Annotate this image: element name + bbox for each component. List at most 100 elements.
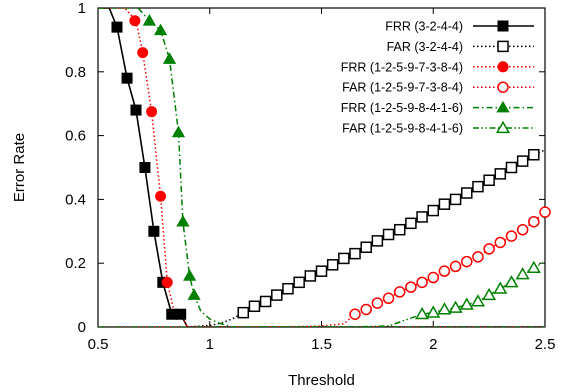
axis-ticks: 0.5 1 1.5 2 2.5 0 0.2 0.4 0.6 0.8 1 [65, 0, 555, 353]
series-4-marker [528, 215, 540, 228]
series-2-marker [259, 295, 272, 308]
series-2-marker [237, 306, 250, 319]
series-3-marker [155, 190, 167, 202]
series-1-marker [121, 72, 133, 84]
series-2-marker [304, 270, 317, 282]
x-tick-label: 0.5 [88, 336, 109, 353]
legend-marker-1 [497, 20, 509, 32]
series-5-marker [171, 125, 186, 138]
series-1-marker [148, 225, 160, 237]
series-6-marker [482, 287, 497, 301]
series-4-marker [449, 260, 462, 273]
series-6-marker [470, 294, 485, 307]
series-5-marker [176, 214, 190, 227]
series-line-5 [98, 8, 545, 327]
y-tick-label: 0.2 [65, 255, 86, 272]
legend-label: FAR (3-2-4-4) [387, 40, 463, 54]
series-2-marker [528, 148, 540, 161]
series-1-marker [130, 104, 142, 116]
series-3-marker [129, 15, 141, 27]
legend-label: FRR (1-2-5-9-7-3-8-4) [341, 60, 463, 74]
series-2-marker [494, 168, 507, 180]
series-4-marker [371, 297, 384, 309]
legend-background [300, 16, 538, 142]
series-1-marker [111, 21, 123, 33]
series-4-marker [405, 281, 417, 293]
series-4-marker [416, 276, 428, 289]
series-6-marker [526, 260, 541, 274]
series-2-marker [282, 282, 294, 295]
series-4-marker [349, 308, 361, 320]
series-3-marker [161, 276, 173, 288]
x-tick-label: 2 [429, 336, 437, 353]
series-2-marker [438, 198, 451, 210]
series-2-marker [248, 300, 261, 313]
legend-marker-3 [497, 61, 509, 73]
series-2-marker [382, 228, 395, 241]
series-2-marker [427, 204, 439, 217]
legend-label: FRR (3-2-4-4) [385, 20, 463, 34]
series-2-marker [516, 155, 529, 167]
legend-label: FAR (1-2-5-9-7-3-8-4) [342, 81, 463, 95]
y-tick-label: 0 [78, 319, 86, 336]
x-tick-label: 2.5 [535, 336, 556, 353]
series-line-1 [98, 8, 545, 327]
legend-label: FRR (1-2-5-9-8-4-1-6) [341, 101, 463, 115]
series-2-marker [338, 252, 350, 265]
series-5-marker [183, 269, 197, 281]
series-2-marker [505, 161, 518, 174]
series-4-marker [505, 230, 518, 242]
x-tick-label: 1 [206, 336, 214, 353]
series-2-marker [271, 289, 283, 301]
series-5-marker [153, 23, 168, 36]
series-5-marker [187, 288, 201, 300]
series-2-marker [393, 223, 406, 236]
series-6-marker [437, 302, 452, 315]
series-4-marker [461, 255, 473, 268]
series-2-marker [371, 235, 384, 247]
series-6-marker [515, 267, 530, 280]
series-2-marker [405, 217, 417, 230]
y-tick-label: 1 [78, 0, 86, 17]
series-4-marker [539, 206, 551, 218]
series-3-marker [146, 106, 158, 118]
series-2-marker [472, 180, 484, 193]
series-4-marker [382, 292, 395, 305]
series-6-marker [426, 305, 441, 318]
series-2-marker [483, 174, 495, 187]
y-tick-label: 0.4 [65, 191, 86, 208]
legend-marker-2 [497, 40, 509, 53]
y-axis-title: Error Rate [11, 133, 28, 202]
series-2-marker [315, 265, 328, 277]
series-4-marker [516, 223, 529, 236]
series-4-marker [360, 303, 372, 316]
series-4-marker [494, 236, 507, 249]
series-2-marker [416, 211, 428, 223]
legend-marker-4 [497, 81, 509, 93]
y-tick-label: 0.6 [65, 128, 86, 145]
series-6-marker [415, 306, 430, 320]
series-6-marker [459, 297, 474, 310]
series-6-marker [448, 300, 463, 313]
series-4-marker [472, 251, 484, 263]
series-4-marker [427, 271, 439, 284]
series-4-marker [438, 265, 451, 277]
series-2-marker [293, 276, 305, 289]
legend-marker-5 [496, 100, 510, 113]
legend-marker-6 [495, 120, 511, 134]
series-2-marker [449, 193, 462, 206]
series-5-marker [162, 52, 177, 64]
series-2-marker [326, 259, 339, 271]
series-4-marker [483, 243, 495, 255]
series-2-marker [349, 247, 361, 260]
series-line-3 [98, 8, 545, 327]
series-2-marker [461, 187, 473, 199]
legend: FRR (3-2-4-4) FAR (3-2-4-4) FRR (1-2-5-9-7… [300, 16, 538, 142]
series-5-marker [142, 14, 157, 26]
series-3-marker [137, 47, 149, 59]
marker-layer [111, 14, 551, 320]
y-tick-label: 0.8 [65, 64, 86, 81]
series-1-marker [139, 162, 151, 173]
x-axis-title: Threshold [288, 372, 355, 389]
